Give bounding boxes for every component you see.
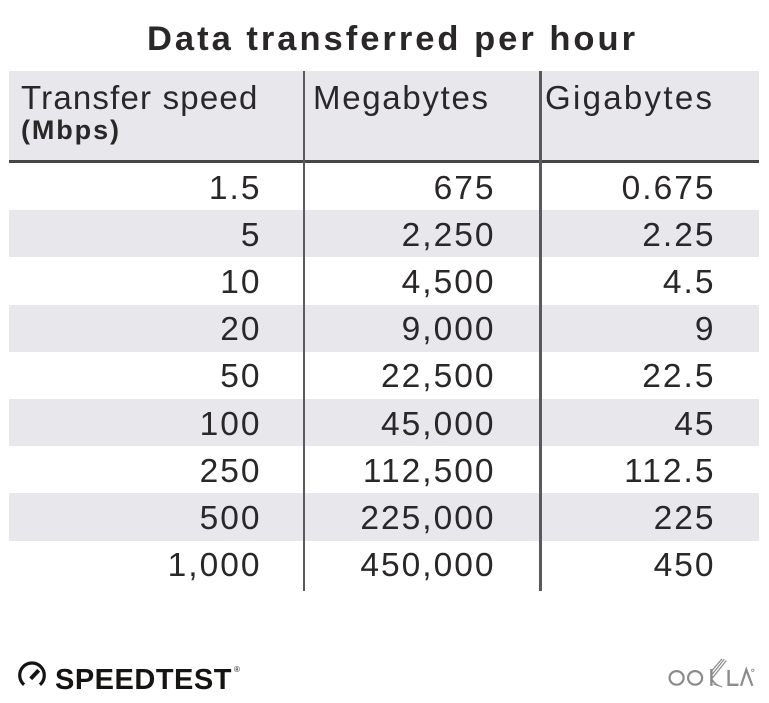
svg-text:®: ® [234, 665, 240, 674]
svg-text:SPEEDTEST: SPEEDTEST [55, 664, 232, 696]
